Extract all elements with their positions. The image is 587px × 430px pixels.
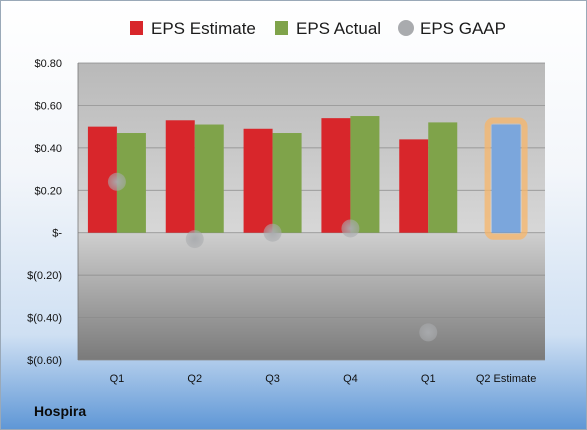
bar-eps-estimate [399, 139, 429, 233]
y-tick-label: $(0.20) [27, 270, 62, 282]
y-tick-label: $0.20 [34, 185, 62, 197]
legend-marker-gaap [398, 20, 414, 36]
x-tick-label: Q2 Estimate [476, 373, 537, 385]
gaap-point [263, 223, 282, 242]
gaap-point [107, 172, 126, 191]
bar-eps-estimate [243, 128, 273, 233]
bar-eps-actual [428, 122, 458, 233]
y-tick-label: $(0.60) [27, 355, 62, 367]
legend-label: EPS Estimate [151, 19, 256, 38]
y-tick-label: $(0.40) [27, 313, 62, 325]
axes: $0.80 $0.60 $0.40 $0.20 $- $(0.20) $(0.40) $(0.… [27, 58, 536, 385]
plot-area [78, 63, 545, 360]
bar-eps-actual [194, 124, 224, 233]
bar-eps-estimate [165, 120, 195, 233]
bar-highlight-glow [484, 117, 528, 240]
gaap-point [185, 230, 204, 249]
x-tick-label: Q4 [343, 373, 358, 385]
y-tick-label: $- [52, 228, 62, 240]
gaap-point [419, 323, 438, 342]
y-tick-label: $0.60 [34, 100, 62, 112]
legend: EPS Estimate EPS Actual EPS GAAP [130, 19, 506, 38]
company-name: Hospira [34, 403, 87, 419]
x-tick-label: Q1 [421, 373, 436, 385]
legend-label: EPS GAAP [420, 19, 506, 38]
legend-marker [130, 21, 143, 35]
y-tick-label: $0.40 [34, 143, 62, 155]
gaap-point [341, 219, 360, 238]
bar-eps-actual [350, 116, 380, 233]
bar-eps-actual [272, 133, 302, 233]
gaap-points [107, 172, 438, 342]
bar-eps-estimate-q2- [491, 124, 521, 233]
x-tick-label: Q1 [110, 373, 125, 385]
bar-eps-estimate [321, 118, 351, 233]
legend-label: EPS Actual [296, 19, 381, 38]
y-tick-label: $0.80 [34, 58, 62, 70]
legend-marker [275, 21, 288, 35]
x-tick-label: Q2 [187, 373, 202, 385]
plot-negative-region [78, 232, 545, 360]
gridlines [78, 62, 545, 361]
x-tick-label: Q3 [265, 373, 280, 385]
